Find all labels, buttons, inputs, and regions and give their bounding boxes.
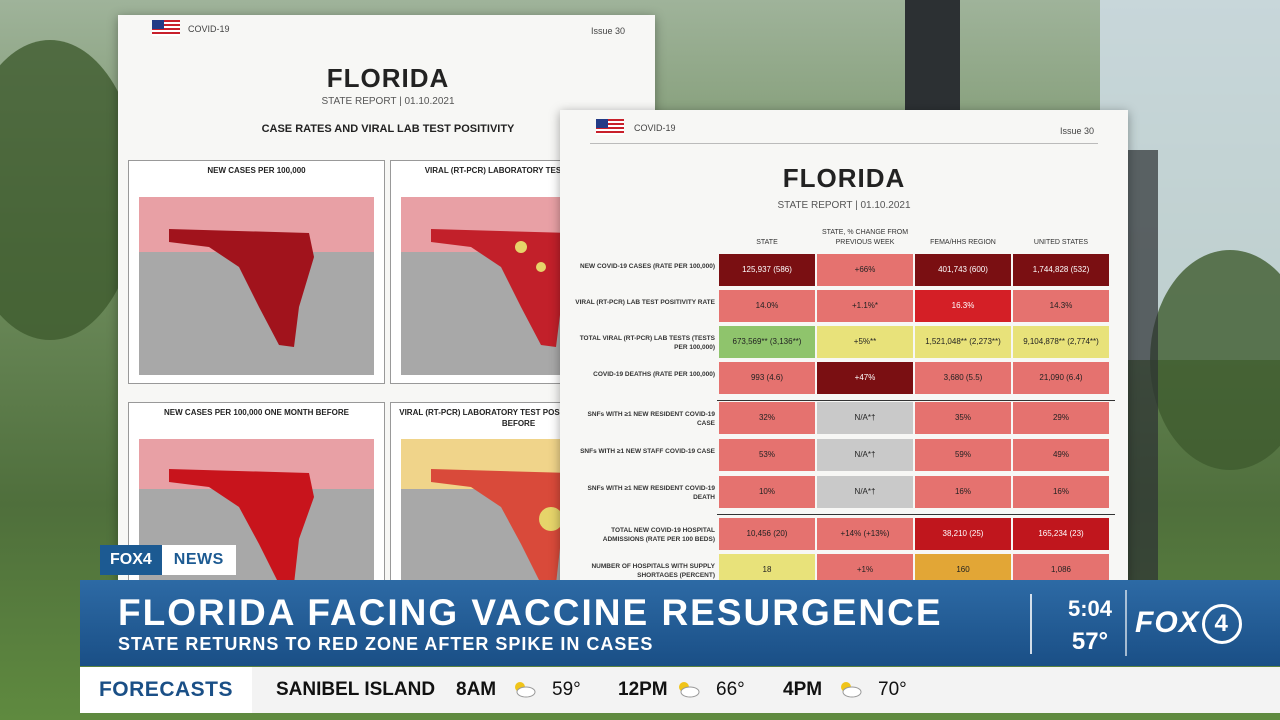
row-label: COVID-19 DEATHS (RATE PER 100,000): [593, 371, 715, 378]
column-header: STATE, % CHANGE FROM PREVIOUS WEEK: [821, 229, 909, 246]
report-header-left: COVID-19: [634, 123, 676, 133]
us-flag-icon: [596, 119, 624, 135]
table-cell: 3,680 (5.5): [915, 362, 1011, 394]
row-label: TOTAL NEW COVID-19 HOSPITAL ADMISSIONS (…: [602, 527, 715, 543]
table-row: NEW COVID-19 CASES (RATE PER 100,000) 125…: [575, 254, 1115, 288]
table-cell: N/A*†: [817, 402, 913, 434]
row-label: TOTAL VIRAL (RT-PCR) LAB TESTS (TESTS PE…: [579, 335, 715, 351]
section-title: CASE RATES AND VIRAL LAB TEST POSITIVITY: [261, 123, 515, 135]
current-temperature: 57°: [1071, 628, 1109, 655]
partly-cloudy-icon: [679, 682, 700, 698]
table-row: TOTAL NEW COVID-19 HOSPITAL ADMISSIONS (…: [575, 518, 1115, 552]
forecast-ticker: FORECASTS SANIBEL ISLAND 8AM 59° 12PM 66…: [80, 667, 1280, 713]
report-header-right: Issue 30: [1059, 126, 1094, 136]
table-cell: +47%: [817, 362, 913, 394]
table-cell: N/A*†: [817, 476, 913, 508]
table-cell: 38,210 (25): [915, 518, 1011, 550]
table-cell: 401,743 (600): [915, 254, 1011, 286]
table-cell: 9,104,878** (2,774**): [1013, 326, 1109, 358]
map-caption: VIRAL (RT-PCR) LABORATORY TEST POSITIVIT…: [399, 408, 638, 428]
news-bug: FOX4 NEWS: [100, 545, 236, 575]
forecast-time: 4PM: [783, 679, 823, 700]
row-label: SNFs WITH ≥1 NEW RESIDENT COVID-19 DEATH: [587, 485, 715, 501]
table-cell: 125,937 (586): [719, 254, 815, 286]
table-cell: 16%: [1013, 476, 1109, 508]
florida-map: [139, 439, 374, 584]
headline: FLORIDA FACING VACCINE RESURGENCE: [118, 592, 943, 633]
report-title: FLORIDA: [782, 163, 906, 193]
table-cell: 10%: [719, 476, 815, 508]
column-header: UNITED STATES: [1033, 239, 1089, 246]
map-caption: NEW CASES PER 100,000: [207, 166, 306, 175]
row-label: SNFs WITH ≥1 NEW STAFF COVID-19 CASE: [580, 448, 715, 455]
table-cell: +1.1%*: [817, 290, 913, 322]
table-cell: +66%: [817, 254, 913, 286]
row-label: SNFs WITH ≥1 NEW RESIDENT COVID-19 CASE: [587, 411, 715, 427]
ticker-location: SANIBEL ISLAND: [276, 679, 436, 700]
map-caption: NEW CASES PER 100,000 ONE MONTH BEFORE: [164, 408, 349, 417]
forecast-temp: 59°: [552, 679, 581, 700]
table-cell: 14.0%: [719, 290, 815, 322]
logo-number: 4: [1201, 604, 1242, 644]
logo-text: FOX: [1135, 605, 1200, 639]
pole: [1128, 150, 1158, 580]
table-cell: 10,456 (20): [719, 518, 815, 550]
report-header-right: Issue 30: [590, 26, 625, 36]
table-row: SNFs WITH ≥1 NEW STAFF COVID-19 CASE 53% N…: [575, 439, 1115, 473]
clock-time: 5:04: [1067, 596, 1113, 621]
table-cell: 32%: [719, 402, 815, 434]
table-cell: 21,090 (6.4): [1013, 362, 1109, 394]
forecast-temp: 66°: [716, 679, 745, 700]
row-label: VIRAL (RT-PCR) LAB TEST POSITIVITY RATE: [575, 299, 715, 306]
column-header: STATE: [756, 239, 778, 246]
table-cell: 673,569** (3,136**): [719, 326, 815, 358]
report-header-left: COVID-19: [188, 24, 230, 34]
partly-cloudy-icon: [515, 682, 536, 698]
forecast-temp: 70°: [878, 679, 907, 700]
table-cell: 49%: [1013, 439, 1109, 471]
bug-label: NEWS: [173, 551, 224, 568]
table-row: COVID-19 DEATHS (RATE PER 100,000) 993 (4…: [575, 362, 1115, 396]
report-subtitle: STATE REPORT | 01.10.2021: [321, 96, 455, 107]
row-label: NEW COVID-19 CASES (RATE PER 100,000): [580, 263, 715, 270]
lower-third: FLORIDA FACING VACCINE RESURGENCE STATE …: [80, 580, 1280, 666]
table-cell: +5%**: [817, 326, 913, 358]
station-logo: FOX 4: [1135, 604, 1242, 644]
us-flag-icon: [152, 20, 180, 36]
table-row: SNFs WITH ≥1 NEW RESIDENT COVID-19 DEATH…: [575, 476, 1115, 510]
table-row: VIRAL (RT-PCR) LAB TEST POSITIVITY RATE 1…: [575, 290, 1115, 324]
table-cell: 165,234 (23): [1013, 518, 1109, 550]
tree: [1150, 250, 1280, 470]
table-cell: 14.3%: [1013, 290, 1109, 322]
table-cell: N/A*†: [817, 439, 913, 471]
table-cell: 1,521,048** (2,273**): [915, 326, 1011, 358]
map-caption: VIRAL (RT-PCR) LABORATORY TEST POSITIVIT…: [424, 166, 613, 175]
report-title: FLORIDA: [326, 63, 450, 93]
forecast-time: 12PM: [618, 679, 668, 700]
table-cell: 53%: [719, 439, 815, 471]
ticker-tag: FORECASTS: [80, 667, 252, 713]
forecast-time: 8AM: [456, 679, 497, 700]
subheadline: STATE RETURNS TO RED ZONE AFTER SPIKE IN…: [118, 634, 654, 654]
table-cell: 29%: [1013, 402, 1109, 434]
table-cell: 59%: [915, 439, 1011, 471]
table-cell: 35%: [915, 402, 1011, 434]
table-cell: +14% (+13%): [817, 518, 913, 550]
table-row: SNFs WITH ≥1 NEW RESIDENT COVID-19 CASE 3…: [575, 402, 1115, 436]
florida-map: [139, 197, 374, 347]
column-header: FEMA/HHS REGION: [930, 239, 996, 246]
row-label: NUMBER OF HOSPITALS WITH SUPPLY SHORTAGE…: [591, 563, 715, 579]
bug-brand: FOX4: [100, 545, 162, 575]
map-new-cases: NEW CASES PER 100,000: [128, 160, 385, 384]
table-row: TOTAL VIRAL (RT-PCR) LAB TESTS (TESTS PE…: [575, 326, 1115, 360]
pole: [905, 0, 960, 110]
report-subtitle: STATE REPORT | 01.10.2021: [777, 200, 911, 211]
partly-cloudy-icon: [841, 682, 862, 698]
table-cell: 993 (4.6): [719, 362, 815, 394]
table-cell: 16.3%: [915, 290, 1011, 322]
tree: [0, 40, 140, 340]
table-cell: 1,744,828 (532): [1013, 254, 1109, 286]
table-cell: 16%: [915, 476, 1011, 508]
